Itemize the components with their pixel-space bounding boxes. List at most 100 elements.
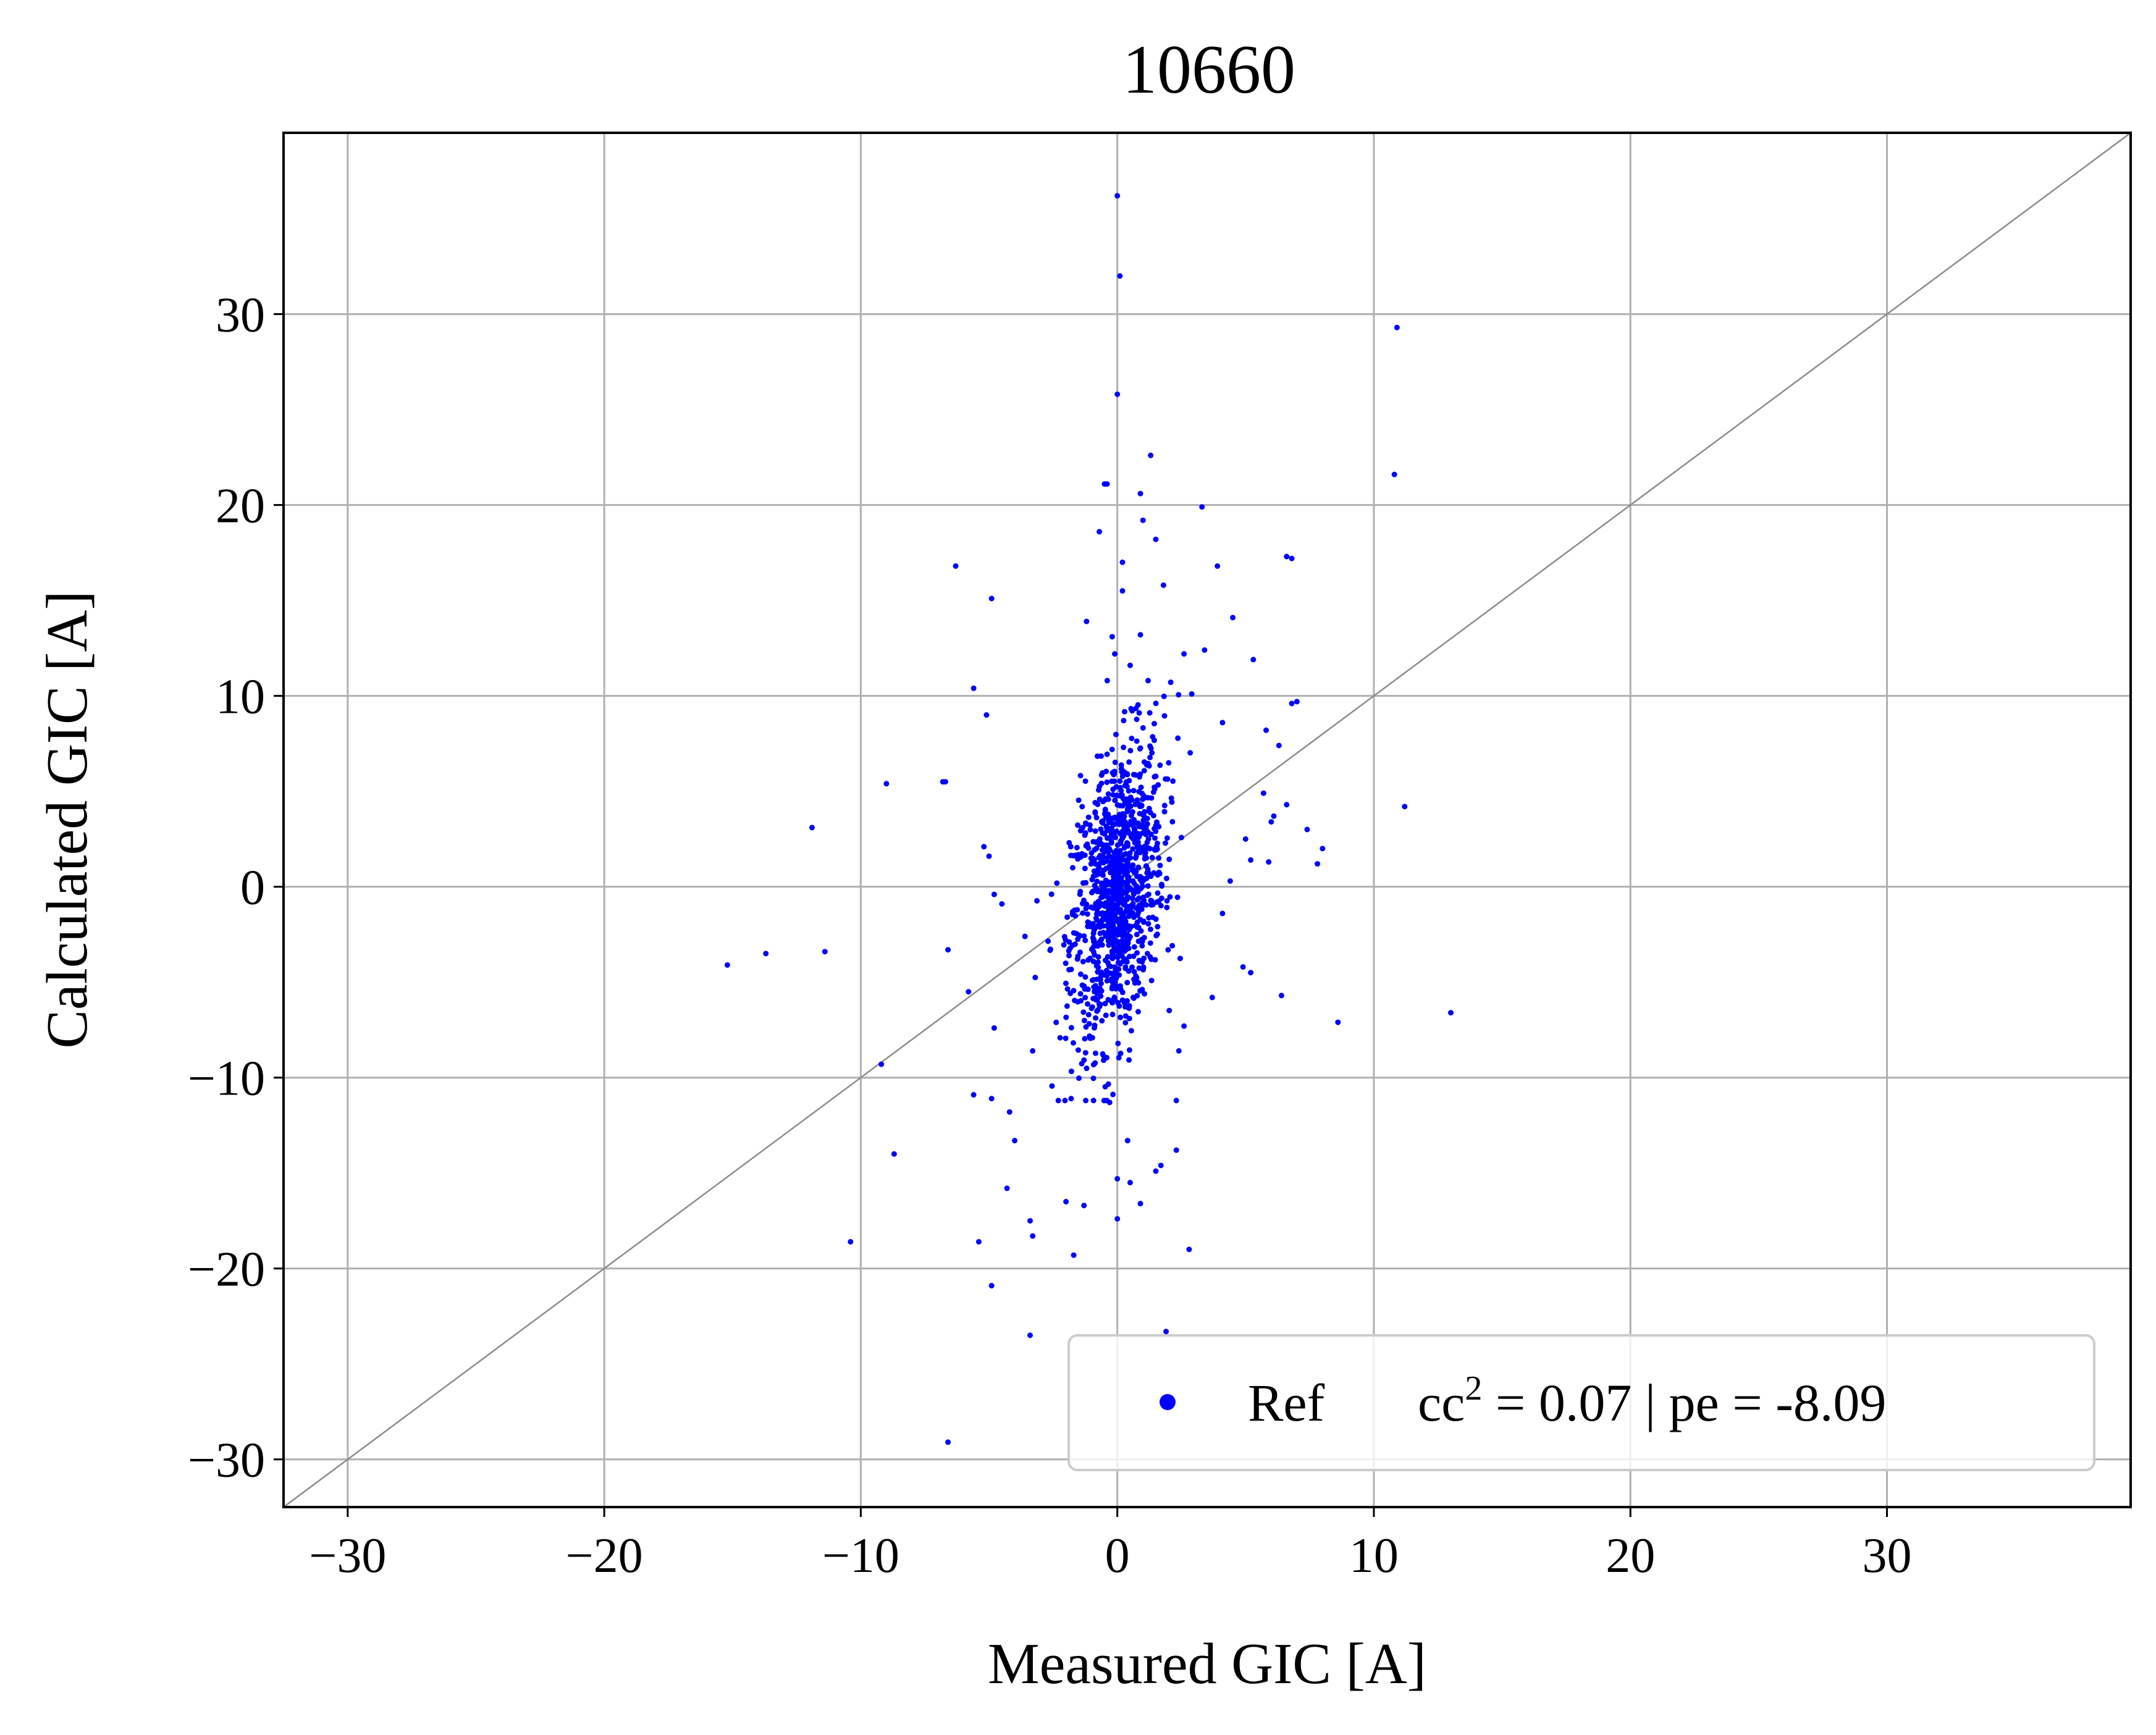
data-point [1164,835,1170,841]
data-point [1080,1009,1087,1015]
data-point [1103,882,1110,888]
data-point [1115,959,1121,965]
data-point [1094,943,1100,949]
data-point [1134,850,1140,856]
data-point [1169,943,1176,949]
data-point [1063,936,1069,943]
data-point [1294,699,1300,705]
data-point [1148,452,1154,458]
data-point [1097,796,1103,802]
data-point [1130,846,1136,852]
data-point [883,781,890,787]
data-point [1129,887,1135,893]
data-point [1166,760,1172,766]
data-point [1082,778,1089,784]
data-point [1106,1099,1113,1106]
data-point [1121,930,1127,936]
data-point [1074,844,1080,851]
data-point [1030,1048,1036,1054]
data-point [1113,731,1119,737]
data-point [1103,823,1110,830]
data-point [1153,536,1159,542]
data-point [1315,861,1321,867]
data-point [1154,840,1160,846]
data-point [1153,700,1159,707]
data-point [1116,1054,1122,1061]
data-point [1153,819,1160,825]
data-point [1103,900,1109,906]
data-point [1099,917,1105,923]
data-point [1063,1014,1069,1020]
data-point [1075,999,1081,1005]
data-point [1094,888,1100,894]
data-point [1090,930,1097,936]
data-point [942,779,948,785]
data-point [1115,849,1121,855]
data-point [1085,814,1092,820]
data-point [1141,768,1147,774]
data-point [1142,846,1148,852]
data-point [1144,839,1150,846]
data-point [1131,914,1137,920]
data-point [1136,823,1142,830]
data-point [1276,742,1282,749]
data-point [1118,788,1124,794]
data-point [1124,883,1130,889]
data-point [1161,713,1168,719]
data-point [1124,923,1130,930]
data-point [1129,708,1135,714]
data-point [1271,813,1277,819]
data-point [1164,897,1170,904]
data-point [1126,863,1132,870]
data-point [1087,826,1093,833]
data-point [1030,1233,1036,1239]
data-point [1082,865,1088,872]
data-point [986,853,992,859]
data-point [1161,802,1168,809]
data-point [975,1238,982,1245]
data-point [1094,1008,1100,1014]
data-point [878,1061,885,1067]
data-point [1156,870,1163,876]
data-point [1140,517,1146,523]
data-point [1156,855,1162,861]
data-point [1118,878,1124,884]
data-point [1142,991,1148,997]
data-point [822,949,828,955]
data-point [1080,880,1086,886]
data-point [1103,796,1109,802]
data-point [1148,831,1154,838]
data-point [1076,933,1082,939]
data-point [1104,978,1110,984]
data-point [1092,1060,1098,1066]
data-point [1093,839,1100,845]
data-point [1108,838,1114,844]
data-point [1123,779,1129,785]
data-point [1187,750,1194,756]
data-point [1156,823,1162,830]
data-point [1161,693,1167,699]
x-tick-label: −10 [822,1529,899,1583]
data-point [1080,910,1086,916]
data-point [1125,878,1131,884]
data-point [1093,815,1100,821]
data-point [1176,1048,1182,1054]
data-point [1068,1025,1074,1031]
data-point [1126,1003,1132,1009]
data-point [1066,947,1072,954]
data-point [1169,818,1176,825]
data-point [1095,969,1101,975]
data-point [1137,632,1143,638]
data-point [1122,821,1129,827]
data-point [1135,702,1141,708]
y-tick-label: 0 [240,861,265,915]
data-point [1082,938,1089,944]
data-point [1110,999,1116,1006]
data-point [1066,839,1072,846]
data-point [1139,936,1145,943]
data-point [1090,1075,1097,1082]
data-point [1082,974,1089,980]
data-point [1129,964,1135,970]
data-point [1106,970,1113,976]
data-point [1124,856,1131,862]
